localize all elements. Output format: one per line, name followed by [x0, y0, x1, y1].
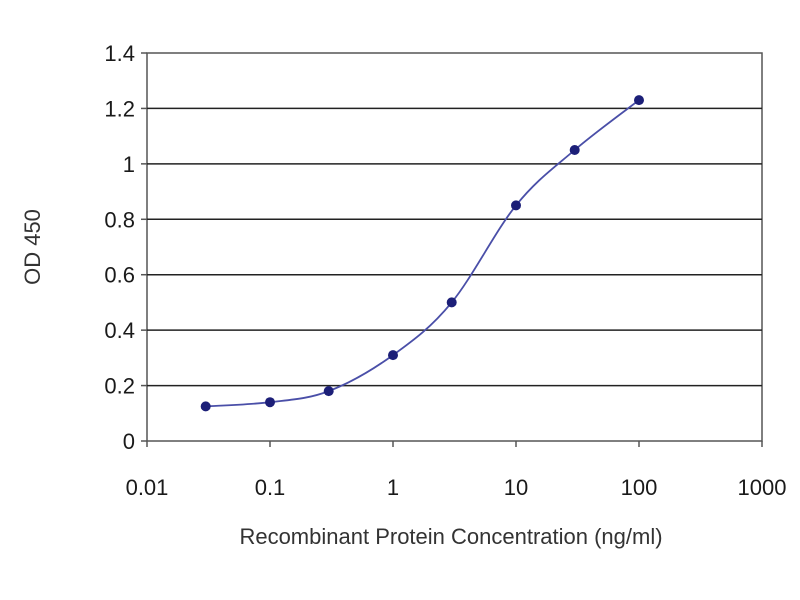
x-tick-label: 0.1	[255, 475, 286, 500]
gridlines	[147, 107, 762, 387]
x-tick-label: 0.01	[126, 475, 169, 500]
y-tick-label: 0.4	[104, 318, 135, 343]
data-point	[511, 200, 521, 211]
y-tick-label: 0.6	[104, 263, 135, 288]
y-tick-label: 0.8	[104, 207, 135, 232]
y-tick-label: 0	[123, 429, 135, 454]
x-tick-label: 1000	[738, 475, 787, 500]
x-axis-title: Recombinant Protein Concentration (ng/ml…	[239, 524, 662, 549]
data-point	[323, 386, 334, 397]
plot-area	[146, 52, 763, 442]
data-point	[446, 297, 457, 308]
y-tick-label: 1.4	[104, 41, 135, 66]
x-tick-label: 1	[387, 475, 399, 500]
x-axis-ticks: 0.01 0.1 1 10 100 1000	[126, 441, 787, 500]
y-tick-label: 1	[123, 152, 135, 177]
data-point	[200, 401, 211, 412]
x-tick-label: 10	[504, 475, 528, 500]
y-tick-label: 1.2	[104, 96, 135, 121]
series	[200, 95, 644, 412]
data-point	[634, 95, 644, 106]
y-axis-ticks: 0 0.2 0.4 0.6 0.8 1 1.2 1.4	[104, 41, 147, 454]
x-tick-label: 100	[621, 475, 658, 500]
data-point	[569, 145, 580, 155]
y-axis-title: OD 450	[20, 209, 45, 285]
data-point	[388, 350, 398, 361]
y-tick-label: 0.2	[104, 374, 135, 399]
data-point	[265, 397, 275, 408]
